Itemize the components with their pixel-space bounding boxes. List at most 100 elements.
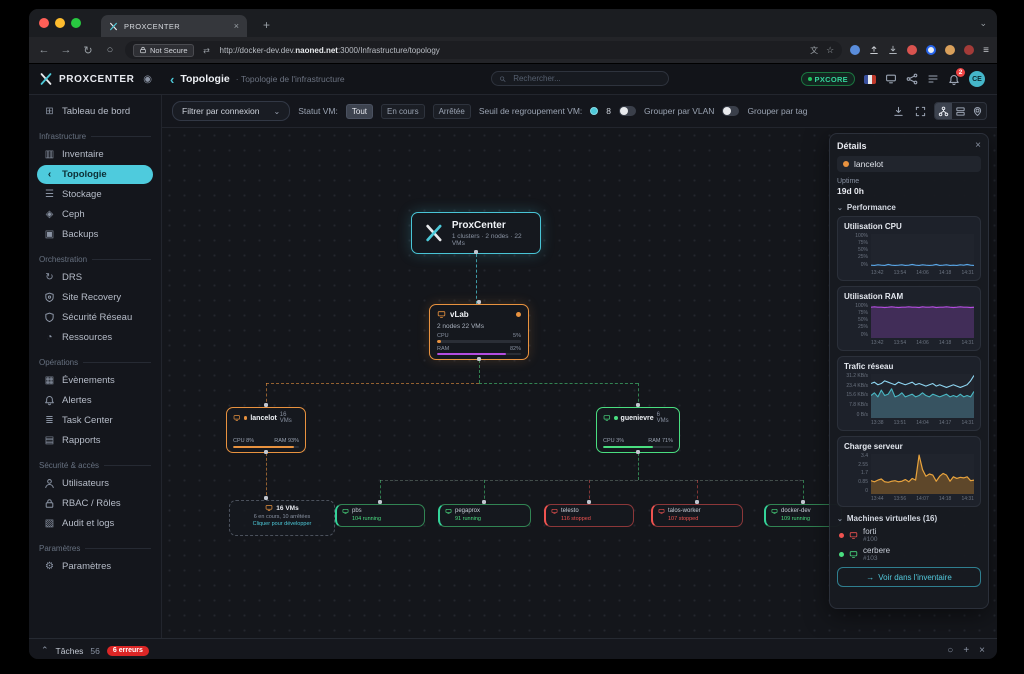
- vm-status: 107 stopped: [668, 515, 699, 522]
- back-icon[interactable]: ←: [38, 44, 50, 56]
- extension-blue-ring-icon[interactable]: [926, 45, 937, 55]
- view-in-inventory-button[interactable]: → Voir dans l'inventaire: [837, 567, 981, 588]
- user-avatar[interactable]: CE: [969, 71, 985, 87]
- share-icon[interactable]: [869, 45, 879, 55]
- tracker-shield-icon[interactable]: ○: [106, 44, 114, 56]
- tasks-label[interactable]: Tâches: [55, 645, 84, 656]
- close-icon[interactable]: ×: [975, 140, 981, 151]
- extension-globe-icon[interactable]: [850, 45, 861, 55]
- translate-icon[interactable]: 文: [810, 45, 819, 55]
- sidebar-item-audit-logs[interactable]: ▧ Audit et logs: [37, 514, 153, 533]
- fullscreen-icon[interactable]: [912, 103, 929, 119]
- group-tag-toggle[interactable]: [722, 106, 740, 116]
- sidebar-item-utilisateurs[interactable]: Utilisateurs: [37, 474, 153, 493]
- sidebar-item-rbac-roles[interactable]: RBAC / Rôles: [37, 494, 153, 513]
- cluster-ram-bar: [437, 352, 521, 355]
- downloads-icon[interactable]: [888, 45, 898, 55]
- vm-list-item-forti[interactable]: forti #100: [839, 527, 979, 543]
- vm-group-monitor-icon: [265, 504, 273, 512]
- sidebar-item-inventaire[interactable]: ▥ Inventaire: [37, 145, 153, 164]
- sidebar-item-topologie[interactable]: ‹ Topologie: [37, 165, 153, 184]
- layout-map-pin-icon[interactable]: [969, 103, 986, 119]
- errors-badge[interactable]: 6 erreurs: [106, 645, 149, 656]
- sidebar-item-parametres[interactable]: ⚙ Paramètres: [37, 557, 153, 576]
- node-proxcenter-root[interactable]: ProxCenter 1 clusters · 2 nodes · 22 VMs: [411, 212, 541, 254]
- extension-red-icon[interactable]: [907, 45, 918, 55]
- layout-rows-icon[interactable]: [952, 103, 969, 119]
- extension-darkred-icon[interactable]: [964, 45, 975, 55]
- cluster-nodes-icon[interactable]: [906, 73, 918, 85]
- seuil-radio[interactable]: [590, 107, 599, 115]
- link-vm-talos: [697, 480, 698, 504]
- not-secure-chip[interactable]: Not Secure: [133, 43, 194, 57]
- sidebar-item-alertes[interactable]: Alertes: [37, 391, 153, 410]
- node-cluster-vlab[interactable]: vLab 2 nodes 22 VMs CPU 5% RAM 82%: [429, 304, 529, 360]
- performance-section-toggle[interactable]: ⌄ Performance: [837, 203, 981, 212]
- status-filter-arretee[interactable]: Arrêtée: [432, 103, 471, 119]
- window-minimize-button[interactable]: [55, 18, 65, 28]
- topology-canvas[interactable]: ProxCenter 1 clusters · 2 nodes · 22 VMs…: [162, 128, 997, 638]
- window-zoom-button[interactable]: [71, 18, 81, 28]
- tab-overview-chevron-icon[interactable]: ⌄: [979, 17, 987, 28]
- node-vm-group-collapsed[interactable]: 16 VMs 6 en cours, 10 arrêtées Cliquer p…: [229, 500, 335, 536]
- node-host-lancelot[interactable]: lancelot 16 VMs CPU 8% RAM 93%: [226, 407, 306, 453]
- sidebar-item-site-recovery[interactable]: Site Recovery: [37, 288, 153, 307]
- filter-connection-dropdown[interactable]: Filtrer par connexion ⌄: [172, 101, 291, 121]
- sidebar-item-ressources[interactable]: ◔ Ressources: [37, 328, 153, 347]
- vm-id: #103: [863, 555, 878, 563]
- sidebar-item-evenements[interactable]: ▦ Évènements: [37, 371, 153, 390]
- notifications-bell-icon[interactable]: 2: [948, 68, 965, 86]
- browser-tab[interactable]: PROXCENTER ×: [101, 15, 247, 37]
- connector-dot: [264, 403, 268, 407]
- sidebar-item-tableau-de-bord[interactable]: ⊞ Tableau de bord: [37, 102, 153, 121]
- layout-tree-icon[interactable]: [935, 103, 952, 119]
- node-host-guenievre[interactable]: guenievre 6 VMs CPU 3% RAM 71%: [596, 407, 680, 453]
- selected-node-chip[interactable]: lancelot: [837, 156, 981, 172]
- browser-menu-icon[interactable]: ≡: [983, 44, 989, 56]
- reload-icon[interactable]: ↻: [83, 44, 93, 57]
- node-vm-telesto[interactable]: telesto 116 stopped: [544, 504, 634, 527]
- host-vm-count: 6 VMs: [656, 412, 669, 424]
- sidebar-item-rapports[interactable]: ▤ Rapports: [37, 431, 153, 450]
- status-filter-en-cours[interactable]: En cours: [381, 103, 425, 119]
- breadcrumb: ‹ Topologie · Topologie de l'infrastruct…: [162, 72, 345, 87]
- console-screen-icon[interactable]: [885, 73, 897, 85]
- forward-icon[interactable]: →: [60, 44, 72, 56]
- global-search[interactable]: [491, 71, 669, 86]
- close-panel-icon[interactable]: ×: [979, 645, 985, 656]
- extension-orange-icon[interactable]: [945, 45, 956, 55]
- vm-group-expand-hint[interactable]: Cliquer pour développer: [252, 521, 312, 527]
- node-vm-talos-worker[interactable]: talos-worker 107 stopped: [651, 504, 743, 527]
- node-vm-docker-dev[interactable]: docker-dev 109 running: [764, 504, 842, 527]
- sidebar-item-backups[interactable]: ▣ Backups: [37, 225, 153, 244]
- address-bar[interactable]: Not Secure ⇄ http://docker-dev.dev.naone…: [125, 41, 843, 59]
- tab-close-icon[interactable]: ×: [233, 21, 239, 31]
- sidebar-item-task-center[interactable]: ≣ Task Center: [37, 411, 153, 430]
- new-tab-button[interactable]: +: [263, 18, 271, 32]
- node-vm-pbs[interactable]: pbs 104 running: [335, 504, 425, 527]
- zoom-in-icon[interactable]: +: [963, 645, 970, 656]
- env-badge[interactable]: PXCORE: [800, 72, 855, 86]
- window-close-button[interactable]: [39, 18, 49, 28]
- export-download-icon[interactable]: [890, 103, 907, 119]
- search-input[interactable]: [511, 73, 661, 84]
- sidebar-item-ceph[interactable]: ◈ Ceph: [37, 205, 153, 224]
- task-list-icon[interactable]: [927, 73, 939, 85]
- sidebar-item-stockage[interactable]: ☰ Stockage: [37, 185, 153, 204]
- sidebar-item-drs[interactable]: ↻ DRS: [37, 268, 153, 287]
- collapse-sidebar-icon[interactable]: ◉: [143, 73, 152, 85]
- backups-icon: ▣: [44, 229, 55, 240]
- group-vlan-toggle[interactable]: [619, 106, 637, 116]
- tasks-expand-caret-icon[interactable]: ⌃: [41, 645, 49, 655]
- language-flag-icon[interactable]: [864, 74, 876, 84]
- vms-section-toggle[interactable]: ⌄ Machines virtuelles (16): [837, 514, 981, 523]
- swap-icon[interactable]: ⇄: [203, 45, 210, 55]
- connector-dot: [477, 357, 481, 361]
- sidebar-item-securite-reseau[interactable]: Sécurité Réseau: [37, 308, 153, 327]
- node-vm-pegaprox[interactable]: pegaprox 91 running: [438, 504, 531, 527]
- bookmark-star-icon[interactable]: ☆: [826, 44, 835, 55]
- app-brand[interactable]: PROXCENTER ◉: [29, 72, 162, 86]
- vm-list-item-cerbere[interactable]: cerbere #103: [839, 546, 979, 562]
- status-filter-tout[interactable]: Tout: [345, 103, 373, 119]
- locate-icon[interactable]: ○: [947, 645, 954, 656]
